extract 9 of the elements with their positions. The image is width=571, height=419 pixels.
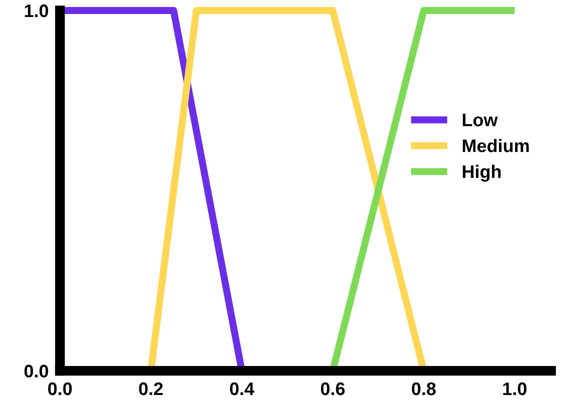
legend-label: Low (462, 114, 498, 126)
x-tick-label: 0.8 (412, 382, 436, 396)
legend-label: Medium (462, 138, 529, 152)
x-tick-label: 0.4 (230, 382, 254, 396)
x-tick-label: 0.2 (139, 382, 163, 396)
x-tick-label: 0.0 (48, 382, 72, 396)
x-tick-label: 1.0 (503, 382, 526, 396)
x-tick-label: 0.6 (320, 382, 345, 396)
legend-label: High (462, 164, 501, 182)
